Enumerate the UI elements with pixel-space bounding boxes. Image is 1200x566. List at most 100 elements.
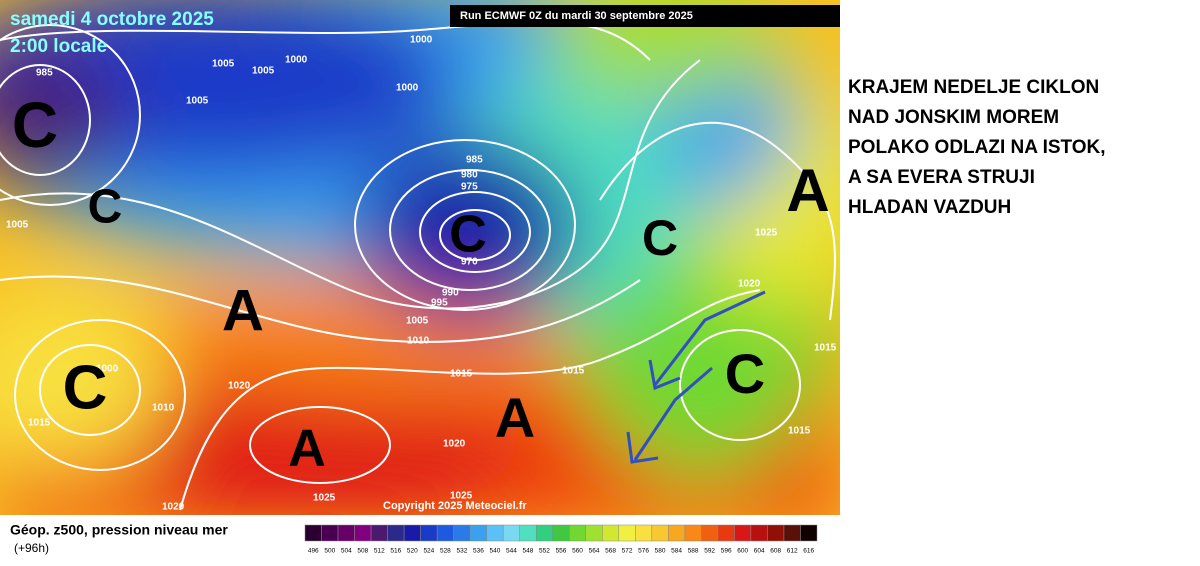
colorbar-cell xyxy=(750,524,768,542)
isobar-label: 1010 xyxy=(152,403,175,414)
colorbar-label: 564 xyxy=(589,548,600,555)
colorbar-cell xyxy=(635,524,653,542)
isobar-label: 985 xyxy=(36,68,53,79)
colorbar-label: 596 xyxy=(721,548,732,555)
colorbar-cell xyxy=(767,524,785,542)
colorbar-cell xyxy=(668,524,686,542)
colorbar-label: 556 xyxy=(556,548,567,555)
colorbar-cell xyxy=(321,524,339,542)
isobar-label: 1025 xyxy=(313,493,336,504)
colorbar-label: 584 xyxy=(671,548,682,555)
legend-lead: (+96h) xyxy=(14,541,49,555)
isobar-label: 1000 xyxy=(410,35,433,46)
pressure-center: A xyxy=(222,278,264,343)
isobar-label: 1020 xyxy=(738,279,761,290)
pressure-center: C xyxy=(12,89,58,161)
isobar-label: 1020 xyxy=(162,502,185,513)
isobar-label: 1005 xyxy=(252,66,275,77)
pressure-center: C xyxy=(449,206,487,264)
isobar-label: 1000 xyxy=(96,364,119,375)
pressure-center: A xyxy=(786,157,829,224)
colorbar-cell xyxy=(618,524,636,542)
isobar-label: 995 xyxy=(431,298,448,309)
colorbar-label: 576 xyxy=(638,548,649,555)
legend-title: Géop. z500, pression niveau mer xyxy=(10,522,228,538)
isobar-label: 1025 xyxy=(450,491,473,502)
pressure-center: C xyxy=(88,181,123,234)
isobar-label: 1000 xyxy=(396,83,419,94)
pressure-center: A xyxy=(495,386,535,449)
colorbar-cell xyxy=(370,524,388,542)
isobar-label: 1005 xyxy=(406,316,429,327)
run-text: Run ECMWF 0Z du mardi 30 septembre 2025 xyxy=(460,10,693,22)
colorbar-label: 520 xyxy=(407,548,418,555)
colorbar-label: 496 xyxy=(308,548,319,555)
copyright: Copyright 2025 Meteociel.fr xyxy=(383,500,527,512)
colorbar-cell xyxy=(354,524,372,542)
colorbar-label: 604 xyxy=(754,548,765,555)
colorbar-cell xyxy=(651,524,669,542)
colorbar-cell xyxy=(734,524,752,542)
isobar-label: 980 xyxy=(461,170,478,181)
colorbar-cell xyxy=(420,524,438,542)
field xyxy=(0,0,840,515)
isobar-label: 1015 xyxy=(814,343,837,354)
colorbar-label: 500 xyxy=(324,548,335,555)
colorbar-label: 600 xyxy=(737,548,748,555)
colorbar-cell xyxy=(602,524,620,542)
isobar-label: 985 xyxy=(466,155,483,166)
isobar-label: 1025 xyxy=(755,228,778,239)
colorbar-cell xyxy=(552,524,570,542)
colorbar: 496 500 504 508 512 516 520 524 528 532 536 540 544 5… xyxy=(304,524,818,555)
caption-line: POLAKO ODLAZI NA ISTOK, xyxy=(848,137,1106,158)
colorbar-label: 560 xyxy=(572,548,583,555)
pressure-center: C xyxy=(725,342,765,405)
colorbar-label: 544 xyxy=(506,548,517,555)
map: 1000100510051000100510009859809759709909… xyxy=(0,0,840,515)
caption-line: A SA EVERA STRUJI xyxy=(848,167,1035,188)
isobar-label: 1015 xyxy=(562,366,585,377)
isobar-label: 990 xyxy=(442,288,459,299)
caption-line: HLADAN VAZDUH xyxy=(848,197,1011,218)
pressure-center: A xyxy=(288,420,326,478)
colorbar-label: 592 xyxy=(704,548,715,555)
isobar-label: 1015 xyxy=(28,418,51,429)
colorbar-label: 508 xyxy=(357,548,368,555)
colorbar-cell xyxy=(502,524,520,542)
colorbar-label: 580 xyxy=(655,548,666,555)
isobar-label: 1020 xyxy=(443,439,466,450)
colorbar-cell xyxy=(304,524,322,542)
colorbar-cell xyxy=(436,524,454,542)
colorbar-cell xyxy=(337,524,355,542)
colorbar-label: 512 xyxy=(374,548,385,555)
colorbar-cell xyxy=(701,524,719,542)
colorbar-cell xyxy=(469,524,487,542)
caption-line: NAD JONSKIM MOREM xyxy=(848,107,1059,128)
colorbar-label: 568 xyxy=(605,548,616,555)
colorbar-label: 612 xyxy=(787,548,798,555)
caption-line: KRAJEM NEDELJE CIKLON xyxy=(848,77,1099,98)
colorbar-label: 528 xyxy=(440,548,451,555)
colorbar-cell xyxy=(486,524,504,542)
isobar-label: 1015 xyxy=(450,369,473,380)
colorbar-label: 552 xyxy=(539,548,550,555)
colorbar-cell xyxy=(585,524,603,542)
isobar-label: 1005 xyxy=(6,220,29,231)
isobar-label: 975 xyxy=(461,182,478,193)
isobar-labels: 1000100510051000100510009859809759709909… xyxy=(6,35,837,513)
isobar-label: 1010 xyxy=(407,336,430,347)
colorbar-label: 532 xyxy=(456,548,467,555)
colorbar-cell xyxy=(535,524,553,542)
colorbar-cell xyxy=(453,524,471,542)
colorbar-label: 588 xyxy=(688,548,699,555)
colorbar-label: 516 xyxy=(390,548,401,555)
colorbar-cell xyxy=(569,524,587,542)
colorbar-cell xyxy=(783,524,801,542)
arrows xyxy=(626,290,766,464)
colorbar-label: 504 xyxy=(341,548,352,555)
colorbar-label: 616 xyxy=(803,548,814,555)
colorbar-label: 524 xyxy=(423,548,434,555)
